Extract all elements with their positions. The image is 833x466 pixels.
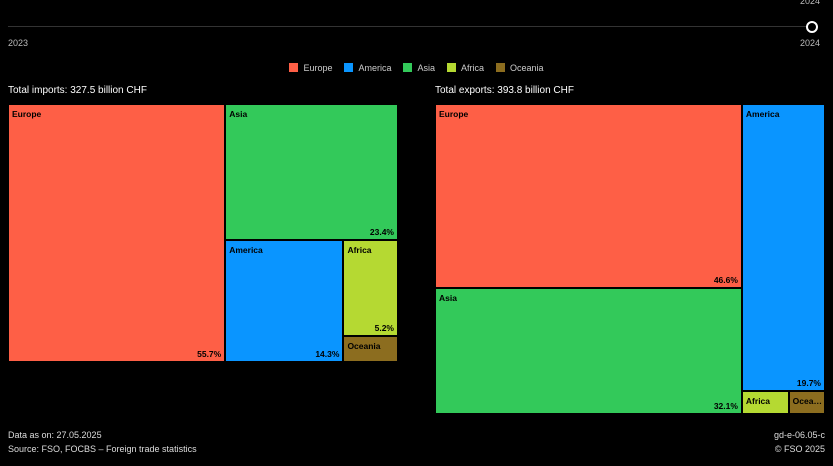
- footer-source: Source: FSO, FOCBS – Foreign trade stati…: [8, 444, 197, 454]
- cell-name: Europe: [12, 109, 42, 119]
- legend-swatch: [447, 63, 456, 72]
- legend-swatch: [344, 63, 354, 72]
- treemap-cell: Asia 23.4%: [225, 104, 398, 241]
- treemap-cell: America 19.7%: [741, 104, 825, 391]
- cell-value-label: 5.2%: [374, 323, 394, 334]
- cell-name: Africa: [745, 395, 771, 406]
- treemap-cell: America 14.3%: [225, 240, 344, 362]
- cell-value-label: 46.6%: [713, 274, 738, 285]
- legend-item[interactable]: Africa: [447, 63, 484, 73]
- timeline-handle[interactable]: [806, 21, 818, 33]
- cell-value-label: 55.7%: [197, 349, 222, 359]
- legend-label: Africa: [461, 62, 485, 73]
- timeline-start: 2023: [8, 38, 29, 48]
- cell-name: Oceania: [792, 395, 822, 406]
- cell-value-label: 14.3%: [315, 348, 340, 359]
- legend-item[interactable]: Asia: [403, 63, 435, 73]
- treemap-cell: Europe 46.6%: [435, 104, 742, 288]
- legend-swatch: [289, 63, 299, 72]
- legend: Europe America Asia Africa Oceania: [0, 59, 833, 77]
- cell-name: Asia: [229, 109, 248, 119]
- treemap-cell: Oceania: [788, 390, 825, 414]
- legend-label: Europe: [303, 62, 333, 73]
- timeline-current: 2024: [799, 0, 820, 6]
- cell-value-label: 19.7%: [796, 377, 821, 388]
- footer-code: gd-e-06.05-c: [773, 430, 825, 440]
- cell-name: Europe: [439, 109, 469, 119]
- legend-label: Asia: [417, 62, 435, 73]
- legend-item[interactable]: America: [344, 63, 391, 73]
- treemap-cell: Africa 5.2%: [343, 240, 398, 337]
- chart-title: Total exports: 393.8 billion CHF: [435, 85, 574, 96]
- legend-item[interactable]: Oceania: [496, 63, 544, 73]
- cell-name: Oceania: [347, 341, 381, 352]
- legend-swatch: [496, 63, 506, 72]
- timeline-track: [8, 26, 806, 27]
- chart-title: Total imports: 327.5 billion CHF: [8, 85, 147, 96]
- treemap-cell: Asia 32.1%: [435, 287, 742, 414]
- legend-label: Oceania: [510, 62, 544, 73]
- cell-name: Asia: [439, 292, 457, 303]
- legend-swatch: [403, 63, 413, 72]
- timeline-end: 2024: [799, 38, 820, 48]
- cell-name: America: [229, 245, 263, 256]
- cell-value-label: 32.1%: [713, 400, 738, 411]
- cell-value-label: 23.4%: [369, 227, 394, 238]
- footer-date: Data as on: 27.05.2025: [8, 430, 102, 440]
- cell-name: America: [745, 109, 780, 119]
- cell-name: Africa: [347, 245, 372, 256]
- legend-item[interactable]: Europe: [289, 63, 332, 73]
- treemap-cell: Africa: [741, 390, 789, 414]
- treemap-cell: Europe 55.7%: [8, 104, 226, 362]
- legend-label: America: [358, 62, 392, 73]
- treemap-cell: Oceania: [343, 336, 398, 362]
- footer-copyright: © FSO 2025: [774, 444, 825, 454]
